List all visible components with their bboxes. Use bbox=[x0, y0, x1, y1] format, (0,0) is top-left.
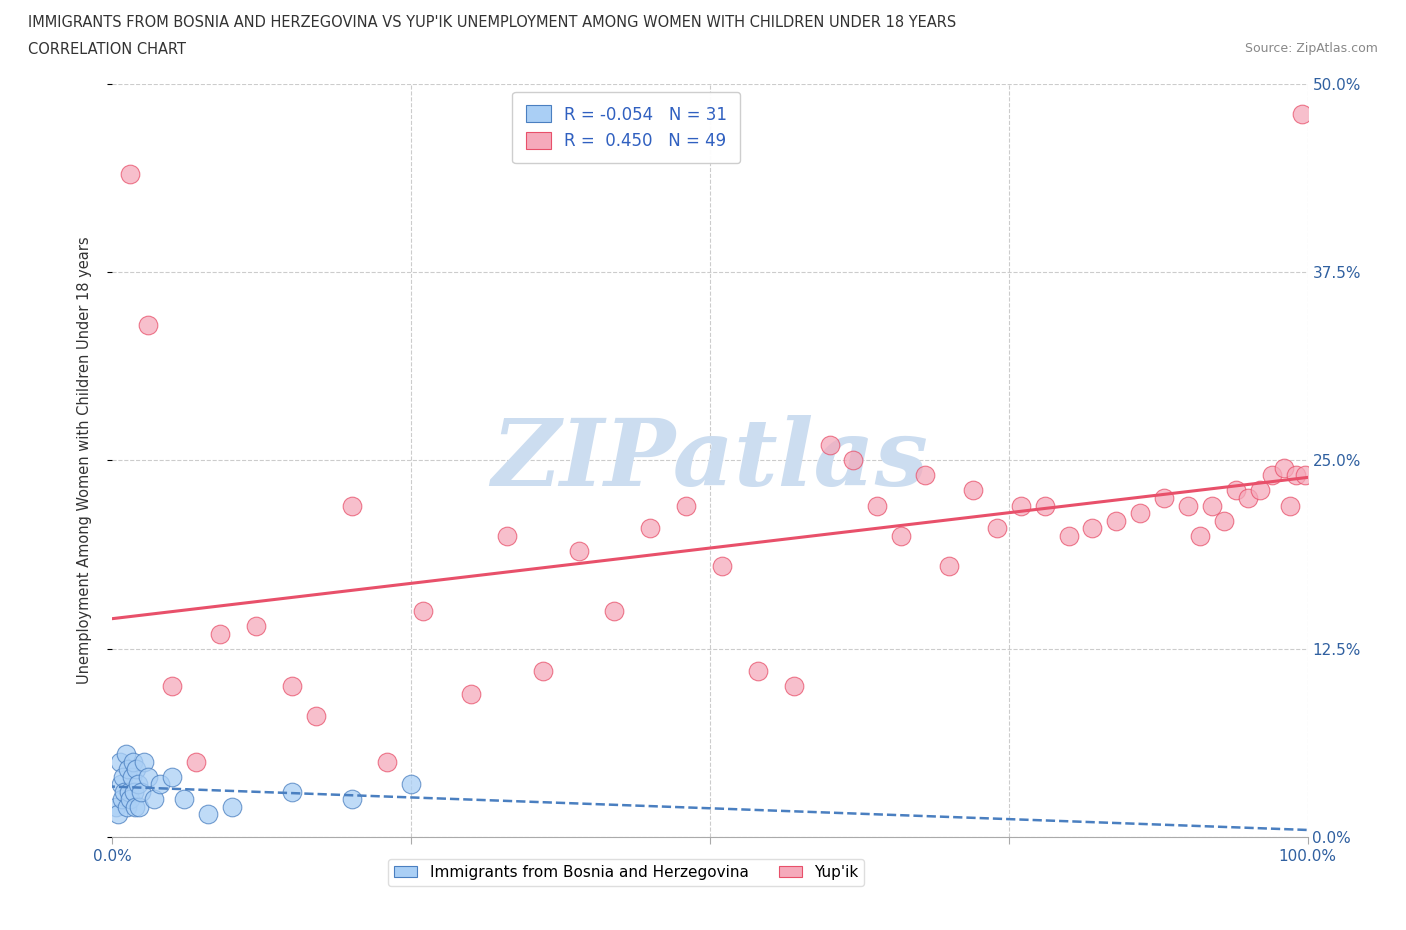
Point bbox=[107, 807, 129, 822]
Point bbox=[127, 777, 149, 791]
Point bbox=[401, 777, 423, 791]
Point bbox=[1294, 468, 1316, 483]
Point bbox=[281, 679, 304, 694]
Point bbox=[162, 679, 183, 694]
Point bbox=[209, 626, 232, 641]
Point bbox=[245, 618, 267, 633]
Point bbox=[1189, 528, 1212, 543]
Point bbox=[117, 762, 139, 777]
Point bbox=[1201, 498, 1223, 513]
Point bbox=[866, 498, 889, 513]
Point bbox=[197, 807, 219, 822]
Point bbox=[1278, 498, 1301, 513]
Point bbox=[531, 664, 554, 679]
Point bbox=[129, 784, 152, 799]
Point bbox=[1057, 528, 1080, 543]
Point bbox=[986, 521, 1008, 536]
Point bbox=[112, 769, 135, 784]
Point bbox=[340, 498, 363, 513]
Point bbox=[1291, 106, 1313, 121]
Text: ZIPatlas: ZIPatlas bbox=[492, 416, 928, 505]
Point bbox=[914, 468, 936, 483]
Y-axis label: Unemployment Among Women with Children Under 18 years: Unemployment Among Women with Children U… bbox=[77, 236, 91, 684]
Point bbox=[1105, 513, 1128, 528]
Point bbox=[138, 769, 160, 784]
Point bbox=[173, 792, 195, 807]
Point bbox=[496, 528, 519, 543]
Point bbox=[122, 784, 145, 799]
Text: Source: ZipAtlas.com: Source: ZipAtlas.com bbox=[1244, 42, 1378, 55]
Point bbox=[121, 769, 143, 784]
Point bbox=[1081, 521, 1104, 536]
Point bbox=[1177, 498, 1199, 513]
Point bbox=[675, 498, 697, 513]
Point bbox=[186, 754, 208, 769]
Point bbox=[118, 784, 141, 799]
Point bbox=[114, 784, 135, 799]
Point bbox=[1129, 506, 1152, 521]
Point bbox=[568, 543, 591, 558]
Point bbox=[842, 453, 865, 468]
Point bbox=[938, 558, 960, 573]
Point bbox=[281, 784, 304, 799]
Point bbox=[412, 604, 434, 618]
Point bbox=[162, 769, 183, 784]
Point bbox=[1033, 498, 1056, 513]
Point bbox=[138, 317, 160, 332]
Point bbox=[120, 792, 142, 807]
Point bbox=[120, 166, 142, 181]
Point bbox=[747, 664, 769, 679]
Point bbox=[1249, 483, 1271, 498]
Point bbox=[221, 800, 243, 815]
Point bbox=[143, 792, 166, 807]
Point bbox=[890, 528, 912, 543]
Text: CORRELATION CHART: CORRELATION CHART bbox=[28, 42, 186, 57]
Point bbox=[121, 754, 143, 769]
Point bbox=[149, 777, 172, 791]
Legend: Immigrants from Bosnia and Herzegovina, Yup'ik: Immigrants from Bosnia and Herzegovina, … bbox=[388, 858, 865, 886]
Point bbox=[132, 754, 155, 769]
Point bbox=[305, 709, 328, 724]
Point bbox=[125, 762, 148, 777]
Point bbox=[114, 747, 136, 762]
Point bbox=[962, 483, 984, 498]
Point bbox=[818, 438, 841, 453]
Point bbox=[1285, 468, 1308, 483]
Point bbox=[1272, 460, 1295, 475]
Point bbox=[110, 777, 132, 791]
Point bbox=[1237, 491, 1260, 506]
Point bbox=[115, 800, 138, 815]
Point bbox=[1153, 491, 1175, 506]
Point bbox=[783, 679, 806, 694]
Point bbox=[108, 754, 131, 769]
Point bbox=[711, 558, 734, 573]
Text: IMMIGRANTS FROM BOSNIA AND HERZEGOVINA VS YUP'IK UNEMPLOYMENT AMONG WOMEN WITH C: IMMIGRANTS FROM BOSNIA AND HERZEGOVINA V… bbox=[28, 15, 956, 30]
Point bbox=[1261, 468, 1284, 483]
Point bbox=[105, 800, 128, 815]
Point bbox=[124, 800, 146, 815]
Point bbox=[1225, 483, 1247, 498]
Point bbox=[640, 521, 662, 536]
Point bbox=[603, 604, 626, 618]
Point bbox=[128, 800, 150, 815]
Point bbox=[1213, 513, 1236, 528]
Point bbox=[377, 754, 399, 769]
Point bbox=[340, 792, 363, 807]
Point bbox=[111, 792, 134, 807]
Point bbox=[460, 686, 482, 701]
Point bbox=[1010, 498, 1032, 513]
